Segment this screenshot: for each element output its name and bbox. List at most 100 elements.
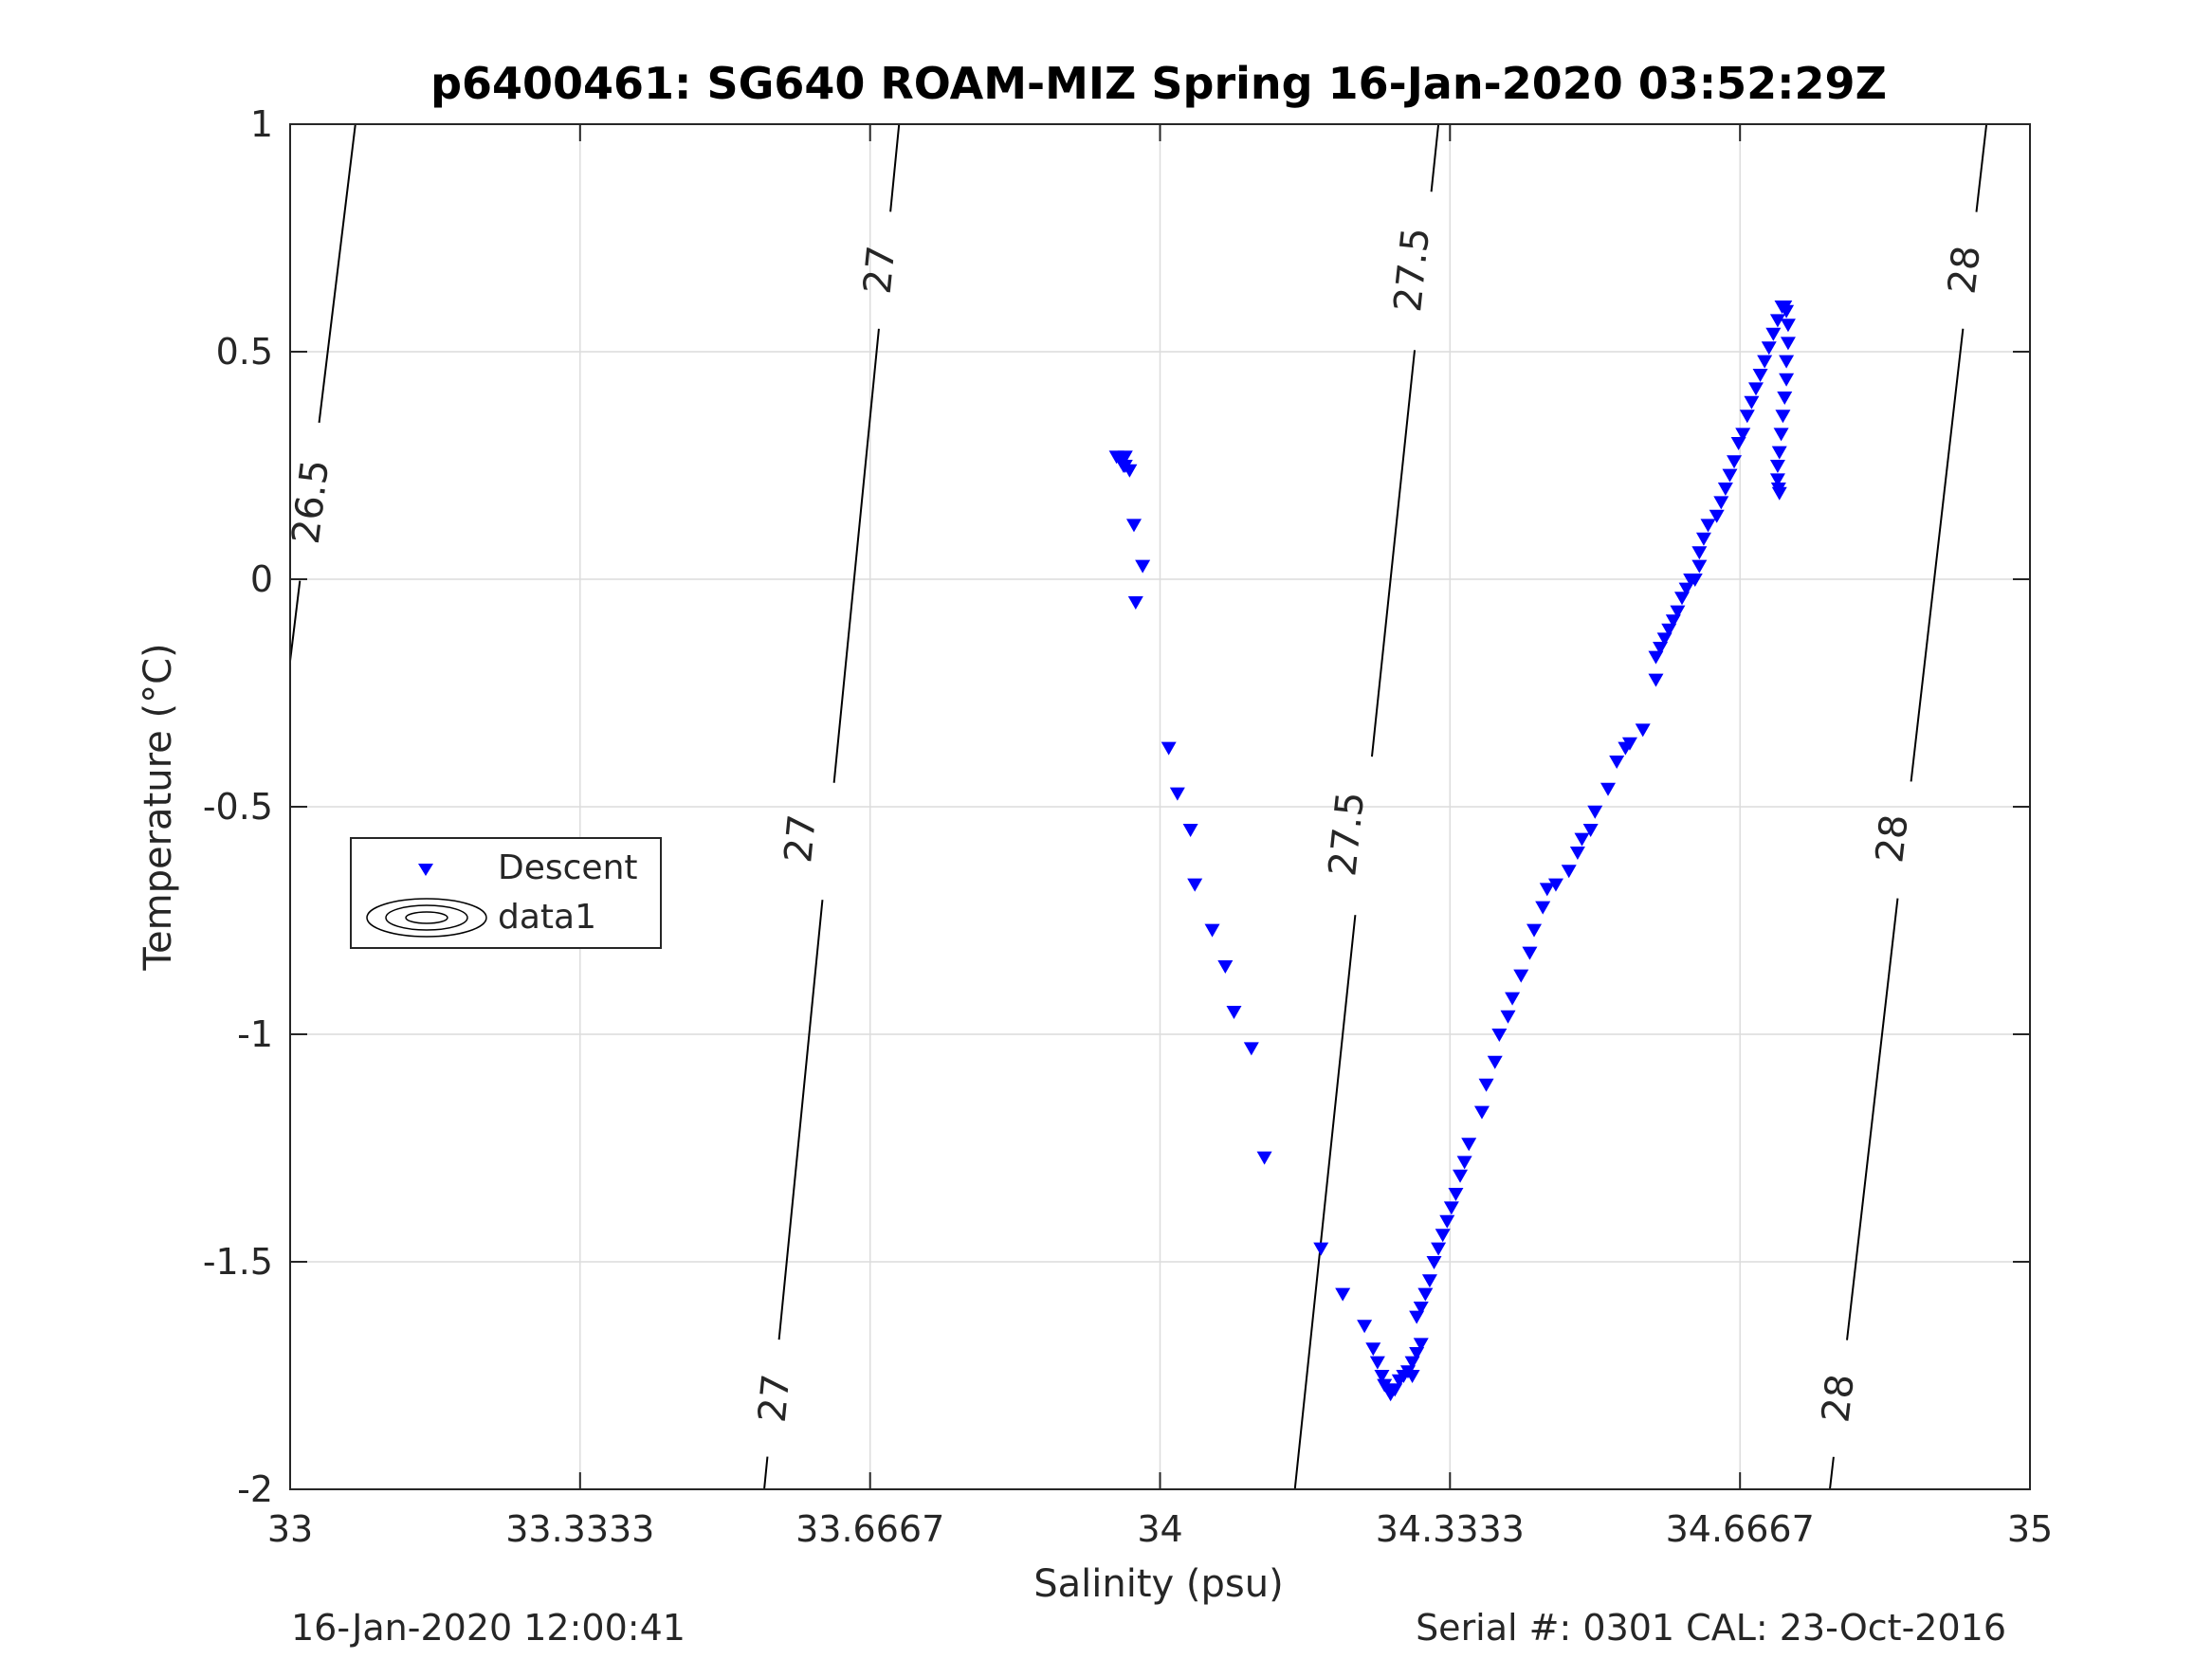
descent-point xyxy=(1413,1338,1429,1352)
y-tick-label: -2 xyxy=(237,1468,273,1510)
descent-point xyxy=(1780,319,1796,333)
y-tick-label: 0.5 xyxy=(216,331,273,373)
grid xyxy=(290,124,2030,1489)
descent-point xyxy=(1127,596,1143,610)
descent-point xyxy=(1769,314,1785,328)
descent-point xyxy=(1769,460,1785,473)
descent-point xyxy=(1648,673,1664,687)
descent-point xyxy=(1461,1138,1477,1152)
descent-point xyxy=(1752,369,1768,382)
descent-point xyxy=(1365,1342,1381,1357)
x-tick-label: 34.3333 xyxy=(1376,1508,1525,1550)
descent-point xyxy=(1187,878,1203,892)
descent-point xyxy=(1722,468,1738,483)
legend: Descent data1 xyxy=(350,837,662,949)
contour-line-27.5 xyxy=(1430,123,1440,192)
descent-point xyxy=(1539,883,1555,897)
descent-point xyxy=(1621,737,1637,751)
descent-point xyxy=(1313,1242,1329,1256)
descent-point xyxy=(1513,969,1529,983)
contour-label: 27 xyxy=(856,244,905,296)
contour-line-27.5 xyxy=(1293,915,1357,1490)
descent-point xyxy=(1773,428,1789,442)
descent-point xyxy=(1747,382,1764,396)
descent-point xyxy=(1582,824,1599,837)
descent-point xyxy=(1487,1055,1503,1069)
descent-point xyxy=(1409,1310,1425,1324)
legend-contour-icon xyxy=(366,898,487,938)
descent-point xyxy=(1491,1029,1508,1042)
y-tick-label: 1 xyxy=(250,103,273,145)
contour-label: 28 xyxy=(1940,244,1989,297)
descent-point xyxy=(1691,546,1708,560)
descent-point xyxy=(1217,960,1234,974)
descent-point xyxy=(1670,605,1686,619)
x-tick-label: 33.6667 xyxy=(795,1508,944,1550)
x-axis-label: Salinity (psu) xyxy=(1033,1562,1283,1606)
x-tick-label: 35 xyxy=(2007,1508,2053,1550)
descent-point xyxy=(1678,582,1694,596)
descent-point xyxy=(1443,1201,1459,1215)
descent-point xyxy=(1335,1287,1351,1302)
x-tick-label: 34 xyxy=(1137,1508,1182,1550)
descent-point xyxy=(1161,741,1177,756)
descent-point xyxy=(1587,805,1603,819)
descent-point xyxy=(1727,455,1743,469)
descent-point xyxy=(1769,473,1785,487)
contour-line-28 xyxy=(1910,328,1965,782)
descent-point xyxy=(1473,1105,1490,1120)
descent-point xyxy=(1404,1356,1420,1370)
descent-point xyxy=(1687,574,1703,587)
x-tick-label: 33.3333 xyxy=(505,1508,654,1550)
contour-line-26.5 xyxy=(318,123,356,423)
descent-point xyxy=(1661,623,1677,637)
descent-point xyxy=(1374,1370,1390,1383)
descent-point xyxy=(1609,756,1625,769)
y-tick-label: -0.5 xyxy=(203,786,273,828)
descent-point xyxy=(1635,723,1651,738)
descent-point xyxy=(1695,532,1711,546)
descent-point xyxy=(1780,337,1796,351)
contour-label: 27.5 xyxy=(1321,790,1373,878)
footer-timestamp: 16-Jan-2020 12:00:41 xyxy=(291,1607,686,1649)
contour-line-27 xyxy=(889,123,901,212)
descent-point xyxy=(1357,1320,1373,1334)
descent-point xyxy=(1204,923,1220,938)
contour-label: 28 xyxy=(1814,1372,1863,1425)
axis-ticks: 33 33.3333 33.6667 34 34.3333 34.6667 35 -2 -1.5… xyxy=(203,103,2053,1550)
contour-line-28 xyxy=(1828,1456,1835,1490)
y-tick-label: -1 xyxy=(237,1013,273,1055)
legend-data1-label: data1 xyxy=(498,898,596,937)
descent-point xyxy=(1779,355,1795,369)
chart-title: p6400461: SG640 ROAM-MIZ Spring 16-Jan-2… xyxy=(430,58,1887,109)
descent-point xyxy=(1700,519,1716,533)
descent-point xyxy=(1387,1383,1403,1397)
descent-point xyxy=(1744,395,1760,410)
descent-point xyxy=(1600,782,1617,796)
legend-descent-marker-icon xyxy=(418,864,433,876)
descent-point xyxy=(1713,496,1729,510)
contour-line-26.5 xyxy=(289,580,302,662)
descent-point xyxy=(1478,1078,1494,1092)
descent-point xyxy=(1779,373,1795,387)
descent-point xyxy=(1417,1287,1434,1302)
descent-point xyxy=(1648,650,1664,665)
descent-point xyxy=(1674,592,1690,606)
descent-point xyxy=(1574,832,1590,847)
y-tick-label: -1.5 xyxy=(203,1241,273,1283)
contour-label: 27.5 xyxy=(1386,226,1438,314)
contour-line-28 xyxy=(1975,123,1988,212)
contour-label: 27 xyxy=(777,812,825,865)
descent-point xyxy=(1771,486,1787,501)
descent-point xyxy=(1182,824,1198,837)
descent-point xyxy=(1439,1214,1455,1229)
contour-lines: 26.5 27 27 27 27.5 27.5 28 28 28 xyxy=(284,123,1989,1490)
descent-point xyxy=(1431,1242,1447,1256)
descent-point xyxy=(1779,304,1795,319)
contour-label: 27 xyxy=(751,1372,799,1424)
descent-point xyxy=(1691,559,1708,574)
contour-line-27 xyxy=(832,328,880,783)
descent-point xyxy=(1709,509,1725,523)
descent-point xyxy=(1522,946,1538,960)
contour-line-27 xyxy=(777,900,824,1340)
